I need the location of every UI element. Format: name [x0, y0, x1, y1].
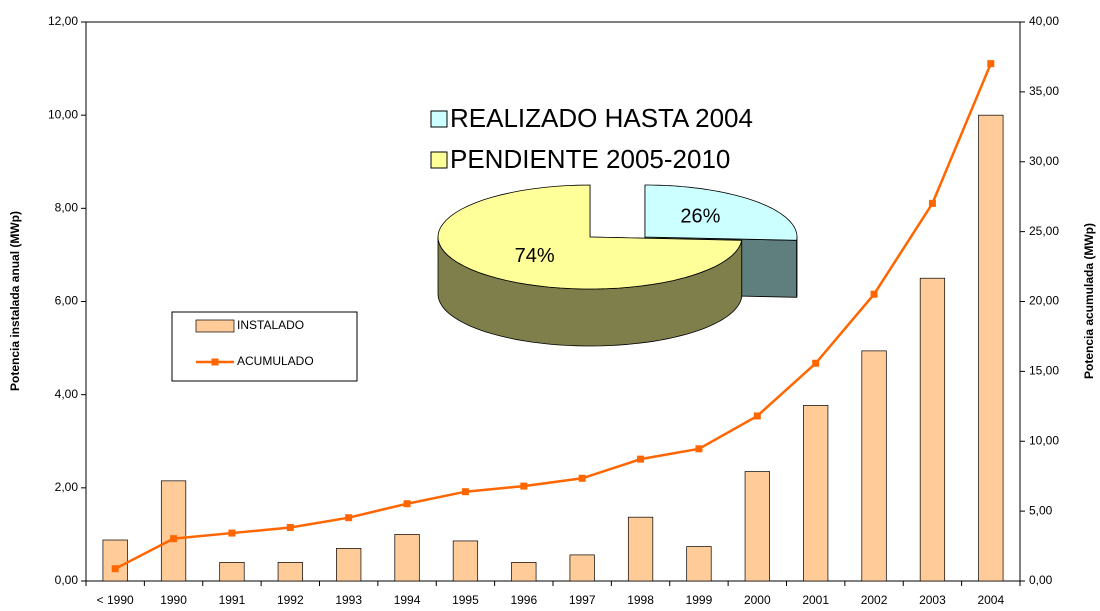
y2-tick-label: 40,00	[1029, 14, 1059, 28]
x-tick-label: 1993	[335, 593, 362, 607]
bar	[861, 350, 887, 582]
pie-legend-label: PENDIENTE 2005-2010	[450, 144, 730, 174]
bar	[277, 562, 303, 582]
pie-legend-swatch	[430, 110, 448, 128]
y2-tick-label: 35,00	[1029, 84, 1059, 98]
bar	[336, 548, 362, 582]
marker	[753, 412, 761, 420]
x-tick-label: 2001	[802, 593, 829, 607]
marker	[520, 482, 528, 490]
marker	[695, 445, 703, 453]
y-tick-label: 12,00	[48, 14, 78, 28]
pie-value-label: 74%	[515, 245, 555, 267]
y2-tick-label: 15,00	[1029, 364, 1059, 378]
bar	[627, 516, 654, 582]
marker	[170, 535, 178, 543]
pie-legend-label: REALIZADO HASTA 2004	[450, 103, 753, 133]
y2-axis-label: Potencia acumulada (MWp)	[1082, 223, 1096, 379]
pie-slice	[644, 184, 798, 241]
y-tick-label: 0,00	[55, 573, 79, 587]
y2-tick-label: 30,00	[1029, 154, 1059, 168]
bar	[219, 562, 245, 582]
pie-legend-box	[425, 98, 805, 186]
line	[114, 63, 992, 570]
x-tick-label: 1996	[510, 593, 537, 607]
marker	[812, 359, 820, 367]
bar	[803, 405, 829, 582]
pie-value-label: 26%	[680, 206, 720, 228]
x-tick-label: 2004	[977, 593, 1004, 607]
bar	[978, 114, 1004, 582]
bar	[394, 534, 420, 582]
x-tick-label: 1997	[569, 593, 596, 607]
y2-tick-label: 5,00	[1029, 503, 1053, 517]
y-tick-label: 4,00	[55, 387, 79, 401]
marker	[345, 514, 353, 522]
x-tick-label: 2000	[744, 593, 771, 607]
x-tick-label: 2002	[861, 593, 888, 607]
y-tick-label: 6,00	[55, 294, 79, 308]
legend-swatch	[195, 319, 235, 333]
marker	[286, 523, 294, 531]
x-tick-label: 1998	[627, 593, 654, 607]
y-tick-label: 8,00	[55, 201, 79, 215]
bar	[452, 540, 479, 582]
x-tick-label: 1995	[452, 593, 479, 607]
x-tick-label: 1999	[686, 593, 713, 607]
legend-label: INSTALADO	[237, 318, 304, 332]
pie-slice	[437, 184, 743, 290]
bar	[744, 471, 770, 582]
legend-label: ACUMULADO	[237, 354, 314, 368]
x-tick-label: 1990	[160, 593, 187, 607]
bar	[686, 546, 712, 582]
y-tick-label: 10,00	[48, 107, 78, 121]
x-tick-label: 1992	[277, 593, 304, 607]
y2-tick-label: 10,00	[1029, 433, 1059, 447]
y2-tick-label: 20,00	[1029, 294, 1059, 308]
y2-tick-label: 25,00	[1029, 224, 1059, 238]
x-tick-label: 1994	[394, 593, 421, 607]
y-tick-label: 2,00	[55, 480, 79, 494]
x-tick-label: < 1990	[97, 593, 134, 607]
marker	[461, 488, 469, 496]
marker	[928, 199, 936, 207]
pie-legend-swatch	[430, 151, 448, 169]
y-axis-label: Potencia instalada anual (MWp)	[8, 211, 22, 391]
marker	[637, 455, 645, 463]
marker	[111, 565, 119, 573]
marker	[870, 290, 878, 298]
bar	[919, 277, 946, 582]
marker	[578, 474, 586, 482]
y2-tick-label: 0,00	[1029, 573, 1053, 587]
bar	[160, 480, 187, 582]
legend-marker	[211, 358, 219, 366]
bar	[569, 554, 595, 582]
marker	[403, 500, 411, 508]
marker	[228, 529, 236, 537]
x-tick-label: 2003	[919, 593, 946, 607]
bar	[102, 539, 128, 582]
bar	[511, 562, 537, 582]
x-tick-label: 1991	[219, 593, 246, 607]
marker	[987, 60, 995, 68]
